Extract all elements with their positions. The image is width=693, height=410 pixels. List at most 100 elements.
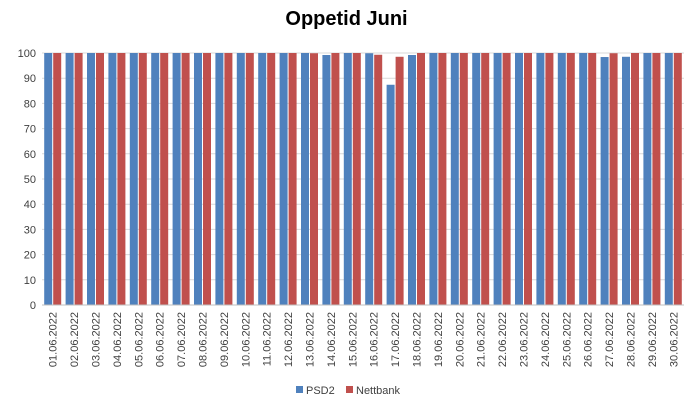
x-tick-label: 16.06.2022 <box>369 312 381 367</box>
bar-nettbank <box>395 56 404 305</box>
bar-psd2 <box>172 53 181 305</box>
x-tick-label: 01.06.2022 <box>48 312 60 367</box>
x-tick-label: 26.06.2022 <box>583 312 595 367</box>
bar-psd2 <box>151 53 160 305</box>
bar-psd2 <box>258 53 267 305</box>
x-tick-label: 20.06.2022 <box>454 312 466 367</box>
bar-psd2 <box>536 53 545 305</box>
x-tick-label: 12.06.2022 <box>283 312 295 367</box>
bar-psd2 <box>343 53 352 305</box>
y-tick-label: 50 <box>24 174 36 186</box>
y-tick-label: 0 <box>30 300 36 312</box>
x-tick-label: 21.06.2022 <box>476 312 488 367</box>
x-tick-label: 29.06.2022 <box>647 312 659 367</box>
bar-nettbank <box>96 53 104 305</box>
bar-nettbank <box>502 53 511 305</box>
bar-nettbank <box>53 53 62 305</box>
x-tick-label: 27.06.2022 <box>604 312 616 367</box>
x-tick-label: 17.06.2022 <box>390 312 402 367</box>
bar-psd2 <box>429 53 438 305</box>
bar-nettbank <box>652 53 661 305</box>
x-tick-label: 23.06.2022 <box>519 312 531 367</box>
y-tick-label: 90 <box>24 73 36 85</box>
bar-psd2 <box>108 53 117 305</box>
chart-title: Oppetid Juni <box>285 8 408 30</box>
bar-psd2 <box>515 53 523 305</box>
bar-psd2 <box>557 53 566 305</box>
x-tick-label: 15.06.2022 <box>347 312 359 367</box>
bar-nettbank <box>74 53 83 305</box>
bar-nettbank <box>459 53 468 305</box>
bar-psd2 <box>279 53 288 305</box>
bar-psd2 <box>579 53 588 305</box>
x-tick-label: 02.06.2022 <box>69 312 81 367</box>
bar-nettbank <box>160 53 169 305</box>
bar-nettbank <box>588 53 597 305</box>
bar-nettbank <box>203 53 211 305</box>
bar-psd2 <box>408 55 416 306</box>
bar-psd2 <box>215 53 224 305</box>
x-tick-label: 30.06.2022 <box>668 312 680 367</box>
bar-nettbank <box>224 53 233 305</box>
x-tick-label: 18.06.2022 <box>412 312 424 367</box>
x-tick-label: 14.06.2022 <box>326 312 338 367</box>
bar-nettbank <box>631 53 639 305</box>
bar-nettbank <box>417 53 425 305</box>
y-tick-label: 40 <box>24 199 36 211</box>
bar-nettbank <box>609 53 618 305</box>
x-tick-label: 09.06.2022 <box>219 312 231 367</box>
bar-nettbank <box>352 53 361 305</box>
bar-nettbank <box>374 54 383 305</box>
x-tick-label: 05.06.2022 <box>133 312 145 367</box>
y-tick-label: 30 <box>24 224 36 236</box>
x-tick-label: 24.06.2022 <box>540 312 552 367</box>
bar-nettbank <box>288 53 297 305</box>
x-tick-label: 28.06.2022 <box>626 312 638 367</box>
bar-nettbank <box>138 53 147 305</box>
y-tick-label: 70 <box>24 124 36 136</box>
bar-psd2 <box>236 53 245 305</box>
bar-nettbank <box>566 53 575 305</box>
x-tick-label: 06.06.2022 <box>155 312 167 367</box>
y-tick-label: 100 <box>18 48 36 60</box>
y-tick-label: 60 <box>24 149 36 161</box>
bar-psd2 <box>450 53 459 305</box>
x-tick-label: 07.06.2022 <box>176 312 188 367</box>
bar-nettbank <box>438 53 447 305</box>
bar-psd2 <box>129 53 138 305</box>
bar-psd2 <box>365 53 374 305</box>
x-tick-label: 08.06.2022 <box>198 312 210 367</box>
legend-label-psd2: PSD2 <box>306 385 335 397</box>
x-tick-label: 11.06.2022 <box>262 312 274 366</box>
bar-nettbank <box>481 53 490 305</box>
bar-psd2 <box>386 84 395 305</box>
bar-psd2 <box>44 53 53 305</box>
bar-nettbank <box>545 53 554 305</box>
x-tick-label: 25.06.2022 <box>561 312 573 367</box>
x-tick-label: 04.06.2022 <box>112 312 124 367</box>
legend-swatch-nettbank <box>346 386 353 393</box>
bar-nettbank <box>331 53 340 305</box>
bar-nettbank <box>181 53 190 305</box>
bar-psd2 <box>600 57 609 306</box>
x-tick-label: 13.06.2022 <box>305 312 317 367</box>
bar-nettbank <box>117 53 126 305</box>
legend-label-nettbank: Nettbank <box>356 385 401 397</box>
bar-psd2 <box>87 53 95 305</box>
x-tick-label: 10.06.2022 <box>240 312 252 367</box>
y-tick-label: 20 <box>24 250 36 262</box>
bar-psd2 <box>493 53 502 305</box>
x-tick-label: 19.06.2022 <box>433 312 445 367</box>
bar-psd2 <box>622 56 630 305</box>
bar-psd2 <box>322 55 331 306</box>
y-tick-label: 10 <box>24 275 36 287</box>
bar-nettbank <box>267 53 276 305</box>
bar-psd2 <box>664 53 673 305</box>
bar-psd2 <box>65 53 74 305</box>
x-tick-label: 03.06.2022 <box>91 312 103 367</box>
bar-psd2 <box>472 53 481 305</box>
bar-nettbank <box>310 53 318 305</box>
x-tick-label: 22.06.2022 <box>497 312 509 367</box>
